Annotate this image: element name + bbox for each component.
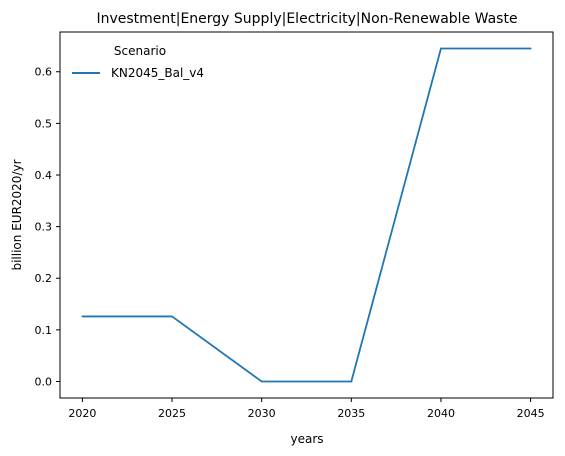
data-point: [171, 315, 173, 318]
chart-title: Investment|Energy Supply|Electricity|Non…: [96, 11, 517, 27]
data-point: [440, 47, 442, 50]
legend-title: Scenario: [114, 44, 166, 58]
y-tick-label: 0.5: [35, 117, 53, 130]
y-tick-label: 0.1: [35, 324, 53, 337]
x-tick-label: 2035: [337, 407, 365, 420]
x-tick-label: 2040: [427, 407, 455, 420]
y-axis-label: billion EUR2020/yr: [10, 159, 24, 270]
x-tick-label: 2025: [158, 407, 186, 420]
x-tick-label: 2030: [248, 407, 276, 420]
series-layer: [81, 47, 532, 383]
plot-frame: [59, 31, 554, 399]
data-point: [81, 315, 84, 318]
y-tick-label: 0.4: [35, 169, 53, 182]
x-axis-label: years: [290, 432, 323, 446]
legend: Scenario KN2045_Bal_v4: [72, 44, 204, 80]
legend-label: KN2045_Bal_v4: [111, 66, 204, 80]
x-tick-label: 2045: [517, 407, 545, 420]
data-point: [260, 380, 263, 383]
data-point: [350, 380, 353, 383]
series-line: [82, 47, 531, 383]
x-tick-label: 2020: [68, 407, 96, 420]
y-tick-label: 0.3: [35, 221, 53, 234]
y-axis: 0.0 0.1 0.2 0.3 0.4 0.5 0.6: [35, 66, 60, 388]
y-tick-label: 0.6: [35, 66, 53, 79]
y-tick-label: 0.0: [35, 375, 53, 388]
y-tick-label: 0.2: [35, 272, 53, 285]
x-axis: 2020 2025 2030 2035 2040 2045: [68, 398, 545, 420]
data-point: [529, 47, 532, 50]
